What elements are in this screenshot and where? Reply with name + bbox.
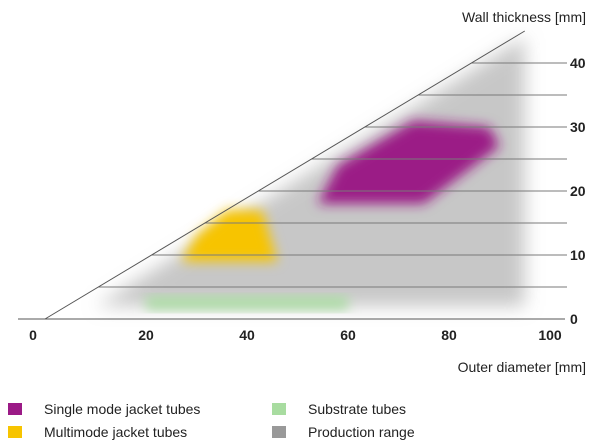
legend-swatch-multimode (8, 426, 22, 438)
chart-area: 0 20 40 60 80 100 0 10 20 30 40 Wall thickness [mm… (18, 9, 586, 375)
y-tick-label-0: 0 (570, 311, 578, 327)
y-tick-label-40: 40 (570, 55, 586, 71)
x-tick-label-100: 100 (538, 327, 562, 343)
legend-label-production: Production range (308, 424, 415, 440)
legend: Single mode jacket tubes Multimode jacke… (8, 400, 568, 446)
x-tick-label-0: 0 (29, 327, 37, 343)
legend-swatch-production (272, 426, 286, 438)
x-tick-label-80: 80 (441, 327, 457, 343)
axis-layer: 0 20 40 60 80 100 0 10 20 30 40 (18, 30, 586, 343)
legend-item-production: Production range (272, 423, 415, 441)
y-tick-label-20: 20 (570, 183, 586, 199)
grid-layer (98, 62, 567, 288)
x-tick-label-20: 20 (138, 327, 154, 343)
legend-label-single-mode: Single mode jacket tubes (44, 401, 201, 417)
y-tick-label-10: 10 (570, 247, 586, 263)
region-single-mode-jacket-tubes (317, 120, 500, 204)
legend-item-substrate: Substrate tubes (272, 400, 406, 418)
legend-item-multimode: Multimode jacket tubes (8, 423, 187, 441)
x-tick-label-40: 40 (239, 327, 255, 343)
legend-label-substrate: Substrate tubes (308, 401, 407, 417)
x-tick-label-60: 60 (340, 327, 356, 343)
region-multimode-jacket-tubes (181, 210, 278, 262)
legend-swatch-substrate (272, 403, 286, 415)
legend-label-multimode: Multimode jacket tubes (44, 424, 188, 440)
x-axis-label: Outer diameter [mm] (458, 359, 586, 375)
legend-swatch-single-mode (8, 403, 22, 415)
y-axis-label: Wall thickness [mm] (462, 9, 586, 25)
boundary-line (44, 30, 526, 320)
regions-layer (95, 37, 525, 310)
legend-item-single-mode: Single mode jacket tubes (8, 400, 200, 418)
region-substrate-tubes (146, 296, 348, 310)
y-tick-label-30: 30 (570, 119, 586, 135)
